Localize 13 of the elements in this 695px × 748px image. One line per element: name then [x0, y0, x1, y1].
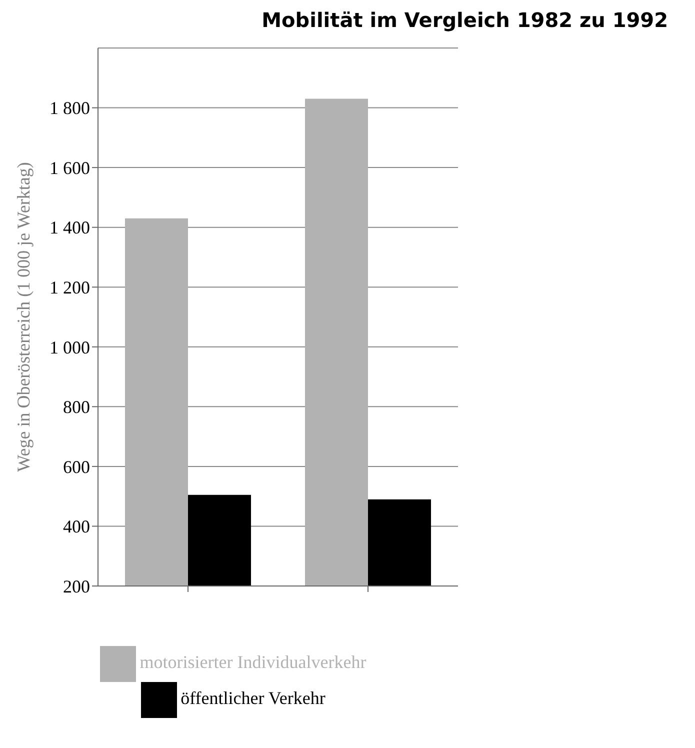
legend-label: motorisierter Individualverkehr — [140, 652, 366, 672]
y-tick-label: 200 — [63, 576, 90, 596]
y-tick-label: 1 800 — [50, 98, 90, 118]
chart-title: Mobilität im Vergleich 1982 zu 1992 — [260, 8, 669, 34]
y-tick-label: 1 200 — [50, 278, 90, 298]
y-tick-label: 800 — [63, 397, 90, 418]
y-axis-title: Wege in Oberösterreich (1 000 je Werktag) — [13, 162, 34, 472]
y-tick-label: 400 — [63, 516, 90, 537]
y-tick-label: 1 400 — [50, 218, 90, 238]
y-tick-label: 1 000 — [50, 337, 90, 358]
y-tick-label: 600 — [63, 456, 90, 477]
legend-label: öffentlicher Verkehr — [180, 688, 326, 708]
y-tick-label: 1 600 — [50, 158, 90, 178]
